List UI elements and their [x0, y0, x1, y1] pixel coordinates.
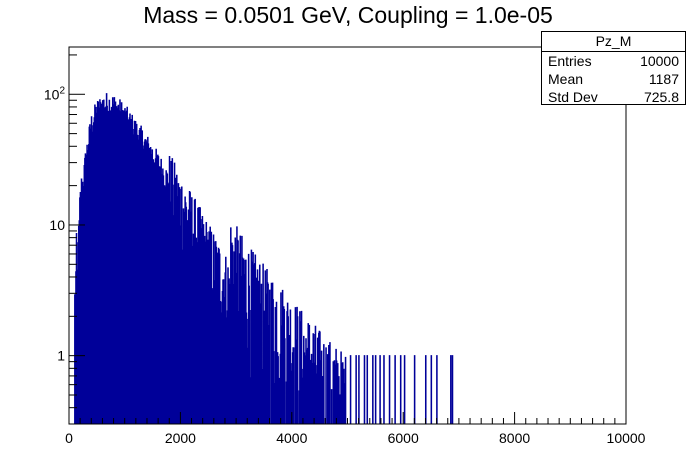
stats-row-entries: Entries 10000 [542, 52, 685, 70]
chart-title: Mass = 0.0501 GeV, Coupling = 1.0e-05 [143, 2, 553, 28]
x-tick-label: 4000 [276, 430, 307, 446]
stats-value: 725.8 [643, 89, 679, 105]
x-axis: 0 2000 4000 6000 8000 10000 [65, 412, 646, 446]
histogram-bars [74, 93, 454, 424]
stats-box: Pz_M Entries 10000 Mean 1187 Std Dev 725… [541, 31, 686, 105]
y-axis: 1 10 102 [44, 54, 85, 425]
x-tick-label: 6000 [388, 430, 419, 446]
stats-label: Std Dev [548, 89, 598, 105]
histogram-series [74, 93, 454, 424]
x-tick-label: 0 [65, 430, 73, 446]
stats-box-title: Pz_M [542, 32, 685, 52]
stats-row-stddev: Std Dev 725.8 [542, 88, 685, 106]
y-tick-label: 10 [49, 217, 65, 233]
stats-value: 1187 [648, 71, 679, 87]
stats-value: 10000 [640, 53, 679, 69]
stats-label: Mean [548, 71, 584, 87]
y-tick-label: 102 [44, 85, 66, 102]
x-tick-label: 8000 [499, 430, 530, 446]
x-tick-label: 10000 [607, 430, 646, 446]
x-tick-label: 2000 [165, 430, 196, 446]
stats-row-mean: Mean 1187 [542, 70, 685, 88]
y-tick-label: 1 [57, 348, 65, 364]
stats-label: Entries [548, 53, 592, 69]
